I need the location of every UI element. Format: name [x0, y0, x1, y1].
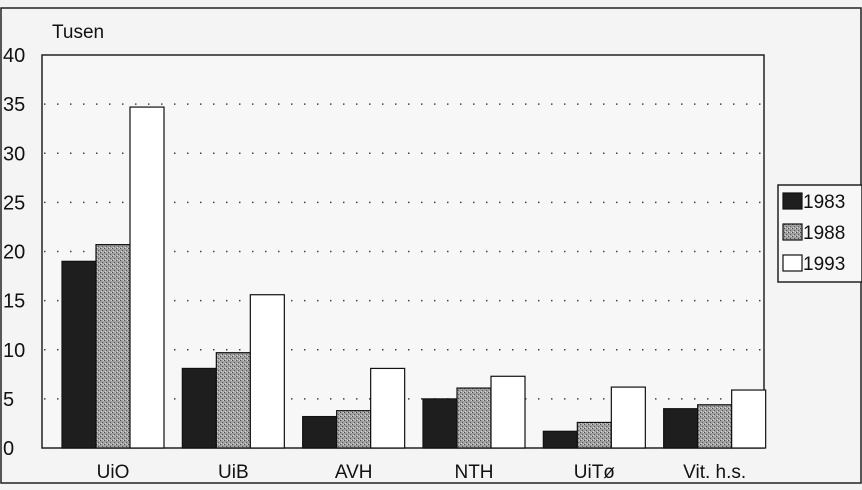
bar-1993 — [731, 389, 767, 449]
x-tick-label: Vit. h.s. — [683, 462, 746, 483]
bar-1988 — [456, 387, 492, 449]
bars — [61, 106, 767, 449]
bar-1988 — [95, 244, 131, 449]
bar-1993 — [249, 294, 285, 449]
legend: 1983 1988 1993 — [782, 192, 845, 275]
bar-1993 — [490, 375, 526, 449]
bar-1983 — [61, 260, 97, 449]
legend-swatch-1993 — [782, 254, 803, 272]
legend-swatch-1988 — [782, 223, 803, 241]
legend-label: 1993 — [803, 254, 845, 275]
x-tick-labels: UiO UiB AVH NTH UiTø Vit. h.s. — [97, 462, 747, 483]
legend-label: 1988 — [803, 223, 845, 244]
y-tick-label: 15 — [3, 291, 25, 313]
y-tick-label: 35 — [3, 94, 25, 116]
bar-1993 — [610, 386, 646, 449]
bar-1983 — [542, 430, 578, 449]
y-tick-label: 40 — [3, 45, 25, 67]
legend-label: 1983 — [803, 192, 845, 213]
bar-1983 — [663, 408, 699, 449]
bar-1988 — [697, 404, 733, 449]
x-tick-label: UiO — [97, 462, 130, 483]
y-tick-labels: 0 5 10 15 20 25 30 35 40 — [3, 45, 25, 460]
x-tick-label: NTH — [454, 462, 493, 483]
y-tick-label: 0 — [3, 438, 14, 460]
bar-1988 — [336, 410, 372, 449]
bar-1983 — [181, 367, 217, 449]
bar-1983 — [302, 415, 338, 449]
bar-1993 — [370, 367, 406, 449]
y-axis-label: Tusen — [52, 22, 104, 43]
y-tick-label: 5 — [3, 389, 14, 411]
legend-swatch-1983 — [782, 192, 803, 210]
x-tick-label: UiB — [218, 462, 249, 483]
bar-1993 — [129, 106, 165, 449]
bar-1988 — [215, 352, 251, 449]
x-tick-label: AVH — [335, 462, 373, 483]
y-tick-label: 30 — [3, 143, 25, 165]
bar-1983 — [422, 398, 458, 449]
y-tick-label: 10 — [3, 340, 25, 362]
bar-1988 — [576, 421, 612, 449]
y-tick-label: 20 — [3, 242, 25, 264]
y-tick-label: 25 — [3, 192, 25, 214]
x-tick-label: UiTø — [574, 462, 616, 483]
